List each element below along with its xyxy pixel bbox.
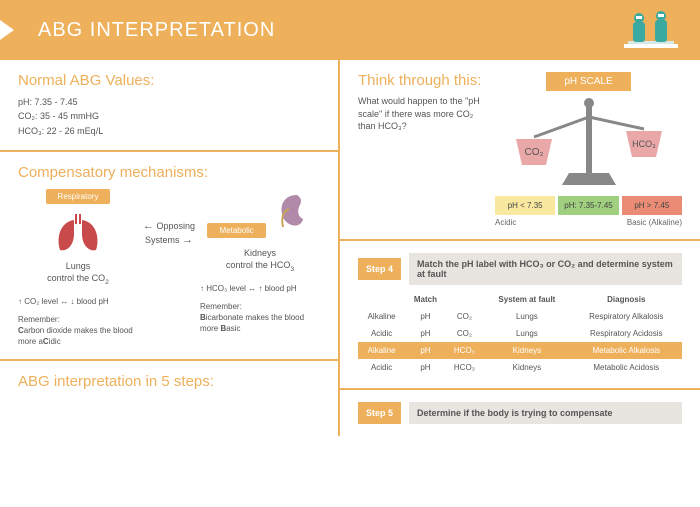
table-row: AlkalinepHCO₂LungsRespiratory Alkalosis (358, 308, 682, 325)
metabolic-tag: Metabolic (207, 223, 265, 238)
kidneys-label: Kidneyscontrol the HCO3 (200, 248, 320, 274)
header-bar: ABG INTERPRETATION (0, 0, 700, 60)
meta-relation: ↑ HCO₃ level ↔ ↑ blood pH (200, 284, 320, 294)
respiratory-col: Respiratory Lungscontrol the CO2 ↑ CO₂ l… (18, 189, 138, 347)
resp-relation: ↑ CO₂ level ↔ ↓ blood pH (18, 297, 138, 307)
table-row: AcidicpHHCO₃KidneysMetabolic Acidosis (358, 359, 682, 376)
table-row: AlkalinepHHCO₃KidneysMetabolic Alkalosis (358, 342, 682, 359)
ph-range-row: pH < 7.35 pH: 7.35-7.45 pH > 7.45 (495, 196, 682, 215)
step4-table: MatchSystem at faultDiagnosis AlkalinepH… (358, 291, 682, 376)
lungs-icon (50, 210, 106, 254)
meta-remember: Remember:Bicarbonate makes the blood mor… (200, 301, 320, 335)
think-question: What would happen to the "pH scale" if t… (358, 95, 483, 133)
steps-heading: ABG interpretation in 5 steps: (18, 373, 320, 390)
opposing-label: ← Opposing Systems → (143, 219, 195, 248)
respiratory-tag: Respiratory (46, 189, 111, 204)
step4-desc: Match the pH label with HCO₃ or CO₂ and … (409, 253, 682, 285)
kidney-icon (269, 189, 313, 233)
think-heading: Think through this: (358, 72, 483, 89)
surgeons-icon (624, 8, 678, 52)
step5-desc: Determine if the body is trying to compe… (409, 402, 682, 424)
svg-text:CO₂: CO₂ (524, 147, 543, 158)
lungs-label: Lungscontrol the CO2 (18, 261, 138, 287)
step4-badge: Step 4 (358, 258, 401, 280)
comp-row: Respiratory Lungscontrol the CO2 ↑ CO₂ l… (18, 189, 320, 347)
step5-badge: Step 5 (358, 402, 401, 424)
step4-header: Step 4 Match the pH label with HCO₃ or C… (358, 253, 682, 285)
normal-values: pH: 7.35 - 7.45 CO₂: 35 - 45 mmHG HCO₃: … (18, 95, 320, 138)
table-row: AcidicpHCO₂LungsRespiratory Acidosis (358, 325, 682, 342)
scale-icon: CO₂ HCO₃ (504, 97, 674, 187)
resp-remember: Remember:Carbon dioxide makes the blood … (18, 314, 138, 348)
page-title: ABG INTERPRETATION (38, 19, 275, 42)
think-section: Think through this: What would happen to… (358, 72, 682, 227)
comp-heading: Compensatory mechanisms: (18, 164, 320, 181)
scale-title: pH SCALE (546, 72, 630, 91)
table-header-row: MatchSystem at faultDiagnosis (358, 291, 682, 308)
metabolic-col: Metabolic Kidneyscontrol the HCO3 ↑ HCO₃… (200, 189, 320, 334)
normal-heading: Normal ABG Values: (18, 72, 320, 89)
svg-text:HCO₃: HCO₃ (632, 139, 656, 149)
ph-end-labels: AcidicBasic (Alkaline) (495, 218, 682, 227)
step5-header: Step 5 Determine if the body is trying t… (358, 402, 682, 424)
